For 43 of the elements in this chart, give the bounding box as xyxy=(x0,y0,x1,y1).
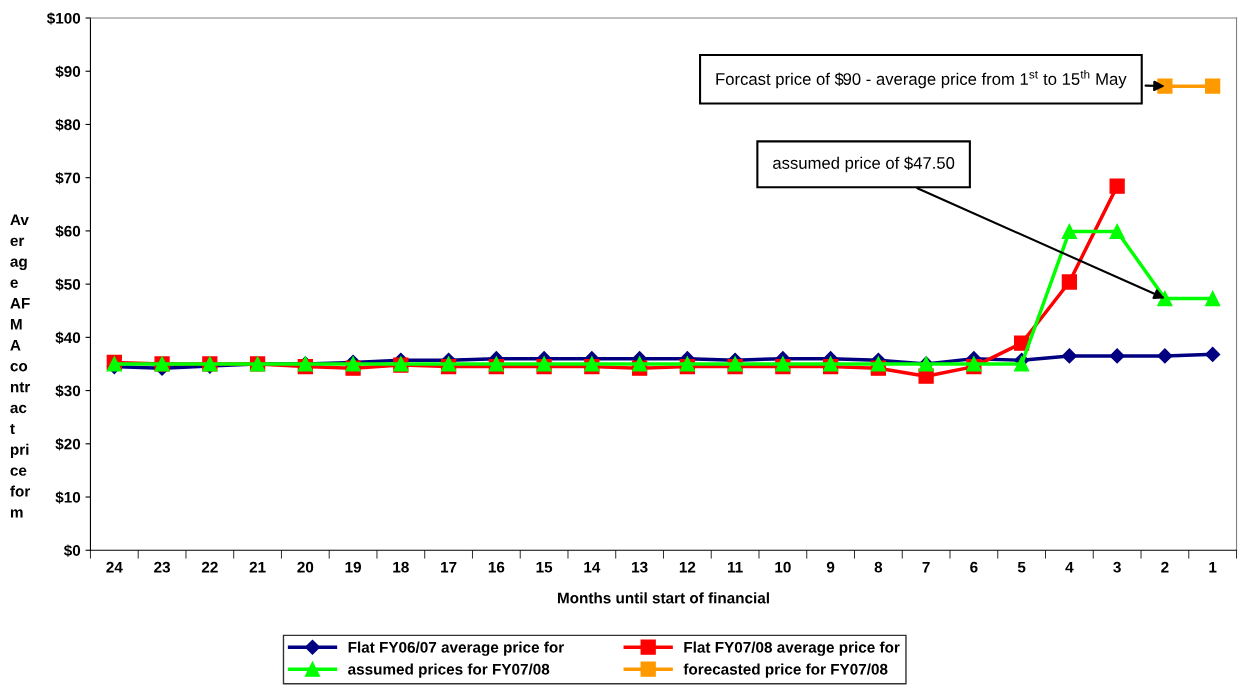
y-tick-label: $70 xyxy=(55,171,81,185)
text: Av er ag e AF M A co ntr ac t pri ce for m xyxy=(10,214,31,518)
y-tick-label: $50 xyxy=(55,278,81,291)
annotation: Forcast price of $90 - average price from 1$^{st}$ to 15$^{th}$ May xyxy=(716,69,1127,89)
x-tick-label: 22 xyxy=(201,561,218,573)
x-tick-label: 5 xyxy=(1017,561,1026,573)
x-tick-label: 8 xyxy=(874,561,883,573)
y-tick-label: $80 xyxy=(55,118,81,132)
x-tick-label: 4 xyxy=(1065,561,1074,573)
x-tick-label: 23 xyxy=(154,561,171,573)
x-tick-label: 9 xyxy=(826,561,835,573)
x-tick-label: 3 xyxy=(1113,561,1121,573)
x-tick-label: 1 xyxy=(1209,561,1217,573)
y-tick-label: $90 xyxy=(55,65,81,78)
x-tick-label: 6 xyxy=(970,561,978,573)
x-tick-label: 2 xyxy=(1161,561,1169,573)
x-tick-label: 16 xyxy=(488,561,505,573)
x-tick-label: 12 xyxy=(679,561,696,573)
x-tick-label: 19 xyxy=(345,561,362,573)
legend-label: assumed prices for FY07/08 xyxy=(348,663,550,678)
legend-label: Flat FY07/08 average price for xyxy=(684,641,900,656)
x-tick-label: 10 xyxy=(775,561,791,573)
x-tick-label: 15 xyxy=(536,561,553,573)
y-tick-label: $60 xyxy=(55,225,81,238)
x-axis-title: Months until start of financial xyxy=(558,592,769,604)
y-tick-label: $0 xyxy=(63,544,81,557)
y-tick-label: $30 xyxy=(55,384,81,398)
x-tick-label: 11 xyxy=(728,561,743,573)
x-tick-label: 21 xyxy=(249,561,266,573)
y-tick-label: $20 xyxy=(55,437,81,451)
annotation: assumed price of $47.50 xyxy=(773,156,955,173)
legend-label: forecasted price for FY07/08 xyxy=(683,663,888,678)
y-tick-label: $100 xyxy=(46,12,81,25)
x-tick-label: 24 xyxy=(106,561,123,573)
y-tick-label: $40 xyxy=(55,331,81,345)
x-tick-label: 20 xyxy=(297,561,314,573)
x-tick-label: 13 xyxy=(632,561,648,573)
x-tick-label: 18 xyxy=(393,561,409,573)
x-tick-label: 17 xyxy=(441,561,457,573)
y-tick-label: $10 xyxy=(55,491,81,504)
x-tick-label: 14 xyxy=(584,561,601,573)
legend-label: Flat FY06/07 average price for xyxy=(348,641,564,656)
x-tick-label: 7 xyxy=(922,561,930,573)
